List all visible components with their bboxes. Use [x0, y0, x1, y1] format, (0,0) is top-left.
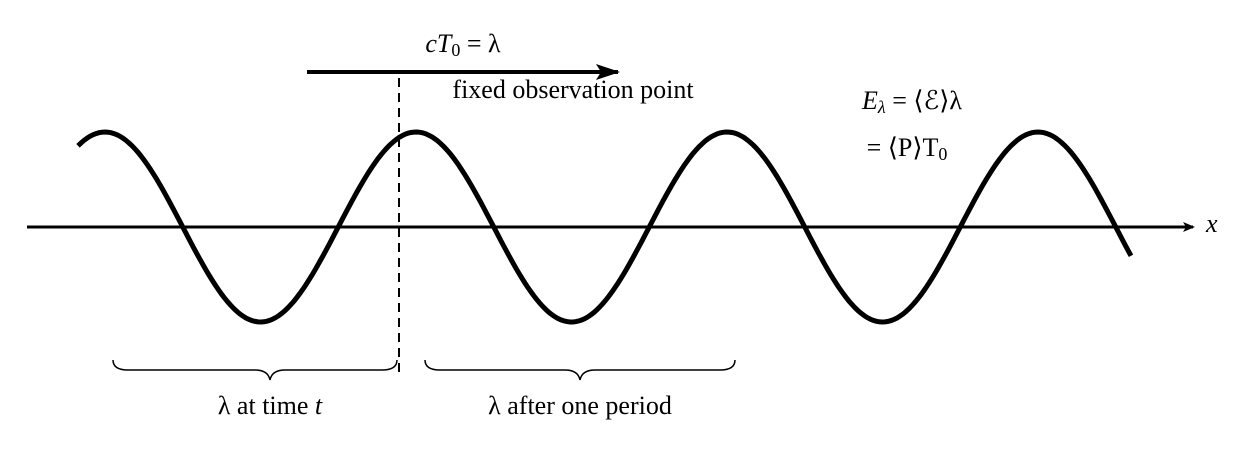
energy-sub: λ [877, 97, 886, 117]
power-main: = ⟨P⟩T [867, 133, 939, 162]
power-sub: 0 [938, 144, 947, 164]
observation-label: fixed observation point [452, 75, 694, 104]
arrow-label-sub: 0 [451, 40, 460, 60]
brace-label: λ after one period [488, 391, 672, 420]
brace [112, 359, 398, 381]
energy-label-2: = ⟨P⟩T0 [867, 133, 948, 164]
energy-main: E [861, 86, 878, 115]
arrow-label: cT0 = λ [425, 29, 501, 60]
axis-label: x [1205, 209, 1218, 238]
energy-label-1: Eλ = ⟨ℰ⟩λ [861, 86, 962, 117]
brace [424, 359, 736, 381]
brace-label-var: t [315, 391, 323, 420]
brace-label-main: λ at time [218, 391, 315, 420]
wave [76, 129, 1134, 325]
energy-rest: = ⟨ℰ⟩λ [886, 86, 963, 115]
arrow-label-main: cT [425, 29, 453, 58]
arrow-label-rest: = λ [460, 29, 501, 58]
brace-label: λ at time t [218, 391, 323, 420]
